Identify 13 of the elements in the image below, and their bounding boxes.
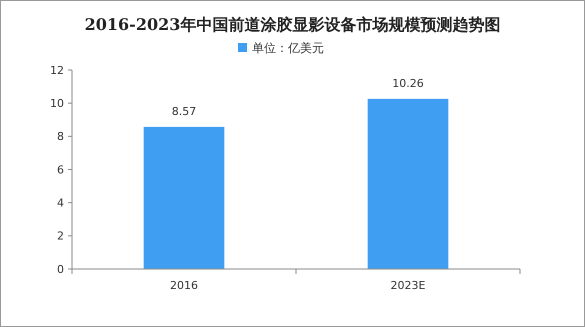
- data-label: 8.57: [172, 104, 196, 118]
- y-tick-label: 10: [50, 97, 64, 110]
- y-tick-label: 0: [57, 262, 64, 276]
- x-tick-label: 2023E: [390, 279, 426, 292]
- y-tick-label: 4: [57, 196, 64, 210]
- y-tick-label: 2: [57, 230, 64, 243]
- y-tick-label: 8: [57, 130, 64, 144]
- y-tick-label: 6: [57, 163, 64, 176]
- x-tick-label: 2016: [170, 279, 198, 292]
- y-tick-label: 12: [50, 64, 64, 77]
- chart-title: 2016-2023年中国前道涂胶显影设备市场规模预测趋势图: [84, 15, 500, 34]
- data-label: 10.26: [392, 76, 424, 90]
- legend-label: 单位：亿美元: [252, 41, 324, 55]
